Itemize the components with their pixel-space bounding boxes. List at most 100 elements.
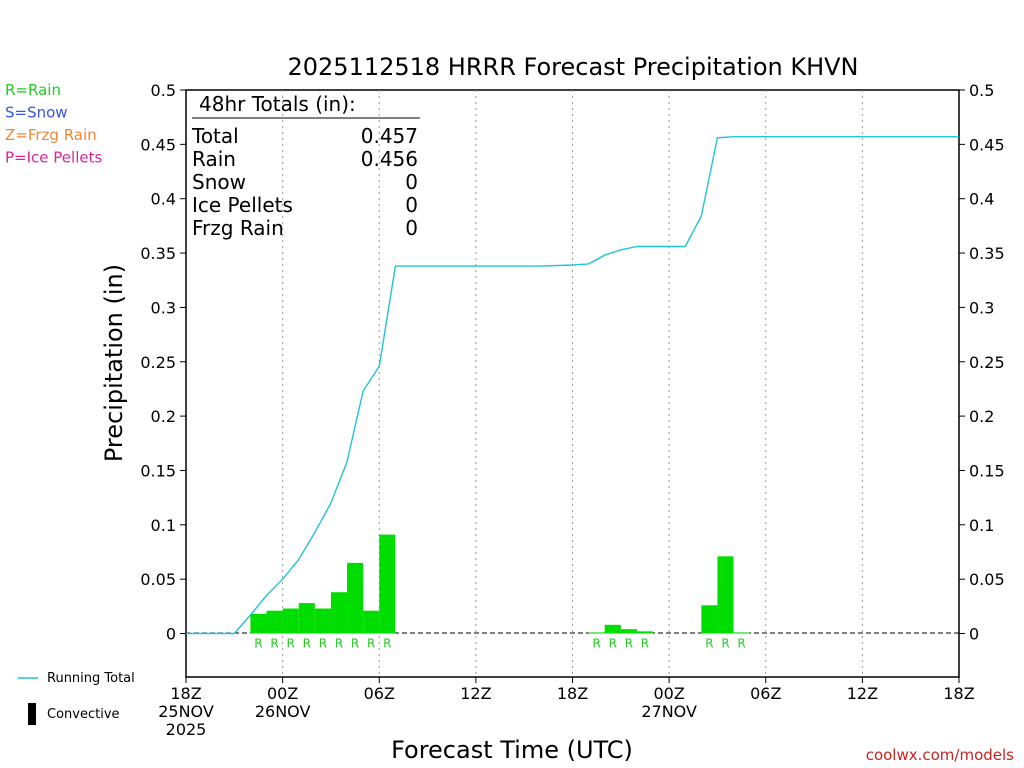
- legend-item-z: Z=Frzg Rain: [5, 126, 97, 144]
- gridlines: [282, 90, 863, 677]
- precip-bar: [379, 534, 396, 634]
- y-tick-label: 0.4: [151, 190, 176, 209]
- x-tick-label: 06Z: [364, 684, 395, 703]
- precip-type-legend: R=Rain S=Snow Z=Frzg Rain P=Ice Pellets: [5, 81, 102, 167]
- totals-box: 48hr Totals (in): Total 0.457 Rain 0.456 Sno…: [191, 92, 420, 240]
- precip-type-label: R: [335, 637, 343, 651]
- x-tick-label: 26NOV: [255, 702, 311, 721]
- precip-bar: [347, 562, 364, 634]
- precip-type-label: R: [367, 637, 375, 651]
- precip-type-label: R: [609, 637, 617, 651]
- x-tick-label: 2025: [166, 720, 207, 739]
- x-tick-label: 27NOV: [641, 702, 697, 721]
- precip-bar: [330, 592, 348, 634]
- precip-type-label: R: [625, 637, 633, 651]
- x-tick-label: 25NOV: [158, 702, 214, 721]
- y-tick-label: 0.4: [969, 190, 994, 209]
- chart-title: 2025112518 HRRR Forecast Precipitation K…: [287, 53, 858, 81]
- precip-type-label: R: [254, 637, 262, 651]
- precip-bar: [733, 632, 750, 634]
- y-tick-label: 0.45: [140, 135, 176, 154]
- precip-type-label: R: [705, 637, 713, 651]
- y-tick-label: 0.05: [969, 570, 1005, 589]
- totals-row-label: Ice Pellets: [192, 193, 293, 217]
- x-tick-label: 06Z: [750, 684, 781, 703]
- series-legend: Running Total Convective: [18, 671, 135, 725]
- totals-rows: Total 0.457 Rain 0.456 Snow 0 Ice Pellets 0 Frzg…: [191, 124, 418, 240]
- x-tick-label: 12Z: [847, 684, 878, 703]
- precip-bar: [298, 603, 315, 634]
- running-total-line: [186, 136, 959, 635]
- totals-row-label: Snow: [192, 170, 246, 194]
- y-tick-label: 0.25: [969, 353, 1005, 372]
- y-tick-label: 0.2: [151, 407, 176, 426]
- precip-bar: [636, 631, 654, 634]
- totals-heading: 48hr Totals (in):: [199, 92, 356, 116]
- x-tick-label: 12Z: [460, 684, 491, 703]
- legend-label: Convective: [47, 707, 120, 722]
- totals-row-label: Frzg Rain: [192, 216, 284, 240]
- totals-row-label: Total: [191, 124, 239, 148]
- precip-type-label: R: [270, 637, 278, 651]
- y-tick-label: 0.35: [969, 244, 1005, 263]
- y-axis-right: 0 0.05 0.1 0.15 0.2 0.25 0.3 0.35 0.4 0.45 0.5: [959, 81, 1005, 644]
- y-tick-label: 0.45: [969, 135, 1005, 154]
- precip-type-label: R: [287, 637, 295, 651]
- totals-row-value: 0.456: [361, 147, 418, 171]
- totals-row-label: Rain: [192, 147, 236, 171]
- precip-bar: [588, 632, 605, 634]
- precip-type-label: R: [737, 637, 745, 651]
- y-tick-label: 0: [166, 625, 176, 644]
- y-tick-label: 0.1: [969, 516, 994, 535]
- precip-bar: [717, 556, 734, 634]
- x-tick-label: 18Z: [170, 684, 201, 703]
- totals-row-value: 0: [405, 193, 418, 217]
- y-tick-label: 0.25: [140, 353, 176, 372]
- precip-type-label: R: [641, 637, 649, 651]
- legend-label: Running Total: [47, 671, 135, 686]
- y-tick-label: 0.1: [151, 516, 176, 535]
- y-tick-label: 0.05: [140, 570, 176, 589]
- y-tick-label: 0.2: [969, 407, 994, 426]
- y-tick-label: 0.15: [969, 461, 1005, 480]
- legend-item-p: P=Ice Pellets: [5, 149, 102, 167]
- precip-type-label: R: [383, 637, 391, 651]
- totals-row-value: 0: [405, 216, 418, 240]
- precip-bar: [701, 605, 718, 634]
- precip-type-label: R: [319, 637, 327, 651]
- precip-bar: [620, 629, 637, 634]
- y-axis-label: Precipitation (in): [100, 264, 128, 462]
- precip-type-label: R: [721, 637, 729, 651]
- y-tick-label: 0: [969, 625, 979, 644]
- precip-type-label: R: [351, 637, 359, 651]
- watermark: coolwx.com/models: [866, 746, 1014, 764]
- precip-bar: [266, 610, 283, 634]
- precip-bar: [282, 608, 299, 634]
- y-tick-label: 0.35: [140, 244, 176, 263]
- legend-item-s: S=Snow: [5, 104, 68, 122]
- x-tick-label: 18Z: [557, 684, 588, 703]
- totals-row-value: 0.457: [361, 124, 418, 148]
- legend-swatch-convective: [28, 703, 36, 725]
- y-tick-label: 0.15: [140, 461, 176, 480]
- hourly-precip-bars: [250, 534, 750, 634]
- precip-type-label: R: [303, 637, 311, 651]
- y-tick-label: 0.3: [969, 298, 994, 317]
- y-axis-left: 0 0.05 0.1 0.15 0.2 0.25 0.3 0.35 0.4 0.45 0.5: [140, 81, 186, 644]
- legend-item-r: R=Rain: [5, 81, 61, 99]
- precip-bar: [363, 610, 380, 634]
- x-tick-label: 00Z: [267, 684, 298, 703]
- x-axis-label: Forecast Time (UTC): [391, 736, 633, 764]
- x-tick-label: 18Z: [943, 684, 974, 703]
- y-tick-label: 0.5: [969, 81, 994, 100]
- y-tick-label: 0.5: [151, 81, 176, 100]
- x-tick-label: 00Z: [653, 684, 684, 703]
- totals-row-value: 0: [405, 170, 418, 194]
- precip-type-label: R: [592, 637, 600, 651]
- precip-bar: [604, 624, 621, 634]
- y-tick-label: 0.3: [151, 298, 176, 317]
- precip-bar: [314, 608, 331, 634]
